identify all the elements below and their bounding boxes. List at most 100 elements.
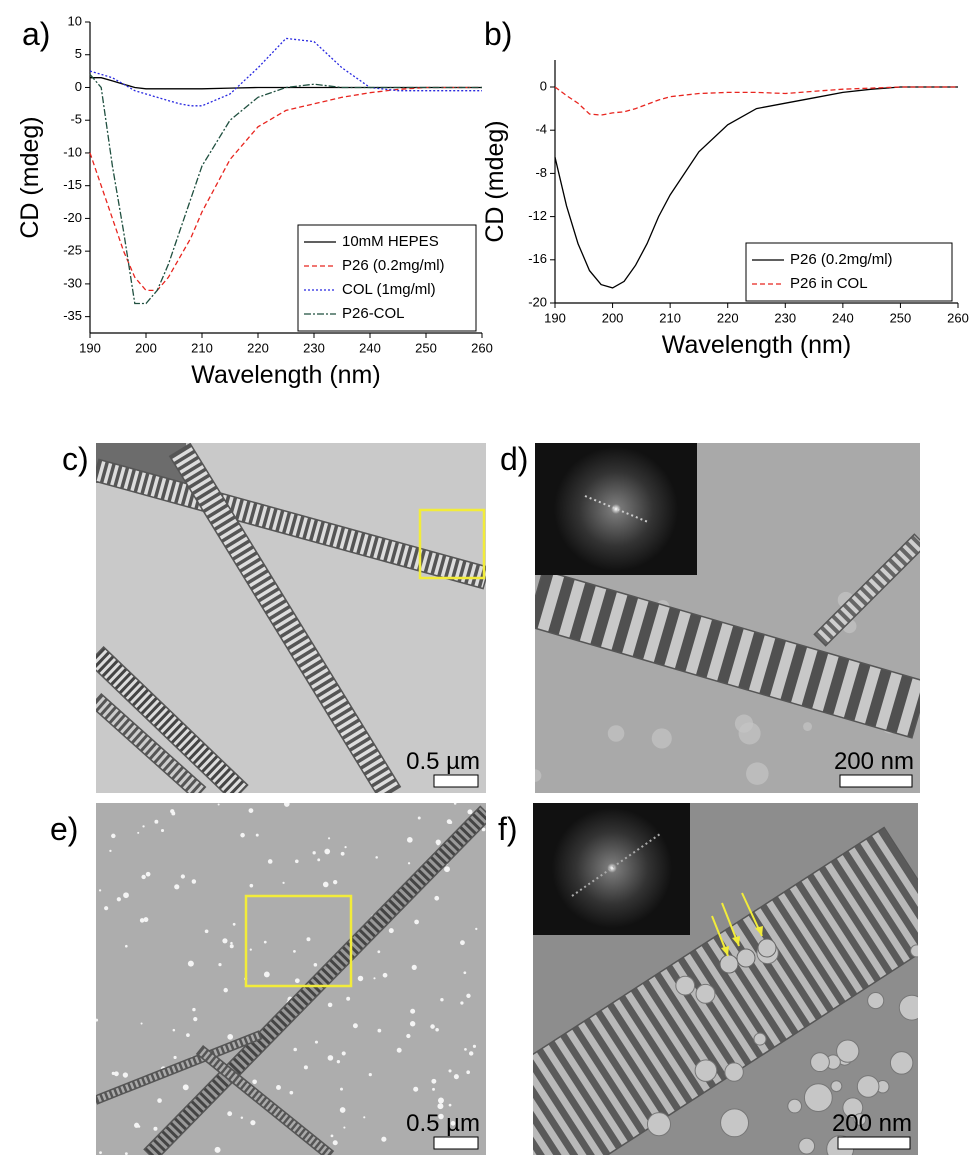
particle <box>295 859 299 863</box>
particle <box>454 1074 459 1079</box>
vesicle <box>721 1109 749 1137</box>
particle <box>146 872 151 877</box>
particle <box>460 1001 463 1004</box>
panel-label: d) <box>500 441 528 477</box>
particle <box>227 1034 233 1040</box>
particle <box>174 884 179 889</box>
particle <box>123 1072 128 1077</box>
vesicle <box>696 984 715 1003</box>
particle <box>293 950 296 953</box>
y-tick-label: -20 <box>528 294 547 309</box>
panel-label: a) <box>22 16 50 52</box>
particle <box>137 832 139 834</box>
vesicle <box>737 949 755 967</box>
particle <box>250 884 254 888</box>
particle <box>282 882 284 884</box>
particle <box>342 1051 346 1055</box>
x-tick-label: 210 <box>191 340 213 355</box>
legend-label: COL (1mg/ml) <box>342 281 436 298</box>
particle <box>333 1140 338 1145</box>
particle <box>383 973 388 978</box>
particle <box>188 961 194 967</box>
y-axis-title: CD (mdeg) <box>481 120 509 242</box>
particle <box>256 834 259 837</box>
particle <box>652 728 672 748</box>
particle <box>341 852 345 856</box>
particle <box>289 1091 293 1095</box>
particle <box>323 882 329 888</box>
x-tick-label: 210 <box>659 310 681 325</box>
micrograph <box>94 801 492 1155</box>
legend-label: 10mM HEPES <box>342 233 439 250</box>
particle <box>153 1127 157 1131</box>
particle <box>186 1033 190 1037</box>
particle <box>123 892 129 898</box>
particle <box>469 1051 473 1055</box>
particle <box>331 1135 334 1138</box>
particle <box>407 837 413 843</box>
particle <box>803 722 812 731</box>
particle <box>410 1009 415 1014</box>
particle <box>161 829 164 832</box>
x-tick-label: 220 <box>247 340 269 355</box>
particle <box>363 1116 365 1118</box>
scale-bar <box>434 775 478 787</box>
particle <box>343 1127 345 1129</box>
scale-bar <box>434 1137 478 1149</box>
particle <box>295 978 300 983</box>
particle <box>437 842 440 845</box>
vesicle <box>857 1076 879 1098</box>
y-tick-label: -16 <box>528 251 547 266</box>
particle <box>141 875 145 879</box>
particle <box>473 1045 476 1048</box>
micrograph <box>466 803 952 1155</box>
particle <box>432 1088 435 1091</box>
y-tick-label: -10 <box>63 144 82 159</box>
panel-label: b) <box>484 16 512 52</box>
scale-bar <box>840 775 912 787</box>
vesicle <box>647 1113 670 1136</box>
vesicle <box>788 1099 802 1113</box>
legend-label: P26 in COL <box>790 275 868 292</box>
particle <box>464 1048 467 1051</box>
legend-label: P26-COL <box>342 305 405 322</box>
particle <box>99 889 101 891</box>
panel-label: e) <box>50 811 78 847</box>
vesicle <box>754 1033 766 1045</box>
particle <box>434 896 439 901</box>
particle <box>353 1023 358 1028</box>
particle <box>125 945 128 948</box>
particle <box>746 762 769 785</box>
vesicle <box>890 1052 912 1074</box>
y-axis-title: CD (mdeg) <box>16 116 44 238</box>
particle <box>223 988 227 992</box>
particle <box>141 1023 143 1025</box>
particle <box>134 1123 139 1128</box>
particle <box>381 1137 386 1142</box>
particle <box>449 1104 452 1107</box>
micrograph-background <box>96 803 486 1155</box>
x-tick-label: 250 <box>890 310 912 325</box>
series-line <box>555 87 958 115</box>
y-tick-label: -20 <box>63 210 82 225</box>
x-tick-label: 200 <box>135 340 157 355</box>
particle <box>192 879 196 883</box>
particle <box>230 942 233 945</box>
particle <box>414 920 419 925</box>
particle <box>438 1098 444 1104</box>
y-tick-label: 0 <box>75 79 82 94</box>
particle <box>324 849 330 855</box>
x-tick-label: 200 <box>602 310 624 325</box>
particle <box>205 929 209 933</box>
particle <box>373 977 375 979</box>
particle <box>230 944 234 948</box>
particle <box>264 941 267 944</box>
particle <box>410 1021 415 1026</box>
particle <box>99 1151 102 1154</box>
particle <box>475 928 477 930</box>
y-tick-label: 10 <box>68 13 82 28</box>
vesicle <box>831 1081 842 1092</box>
particle <box>369 1073 372 1076</box>
particle <box>95 1019 98 1022</box>
particle <box>412 965 417 970</box>
